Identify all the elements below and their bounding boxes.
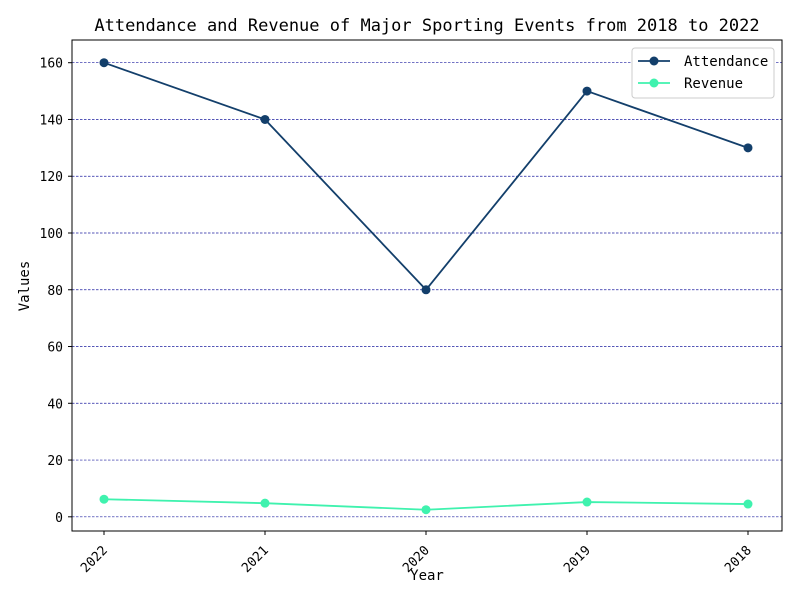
y-tick-label: 120	[40, 170, 63, 185]
legend-label: Revenue	[684, 76, 743, 92]
legend-marker	[650, 57, 659, 66]
data-point-attendance	[583, 87, 592, 96]
x-axis-label: Year	[410, 568, 444, 584]
data-point-revenue	[744, 500, 753, 509]
y-tick-label: 160	[40, 57, 63, 72]
x-tick-label: 2018	[722, 543, 755, 576]
data-point-attendance	[261, 115, 270, 124]
y-axis-label: Values	[17, 261, 33, 312]
y-tick-label: 100	[40, 227, 63, 242]
y-tick-label: 60	[47, 341, 63, 356]
data-point-attendance	[422, 285, 431, 294]
legend-label: Attendance	[684, 54, 768, 70]
data-point-attendance	[100, 58, 109, 67]
data-point-revenue	[261, 499, 270, 508]
y-tick-label: 80	[47, 284, 63, 299]
legend-marker	[650, 79, 659, 88]
x-tick-label: 2019	[561, 543, 594, 576]
series-revenue	[100, 495, 753, 515]
y-tick-label: 140	[40, 113, 63, 128]
series-layer	[100, 58, 753, 514]
data-point-revenue	[100, 495, 109, 504]
data-point-attendance	[744, 143, 753, 152]
data-point-revenue	[422, 505, 431, 514]
y-tick-label: 20	[47, 454, 63, 469]
data-point-revenue	[583, 498, 592, 507]
x-tick-label: 2022	[78, 543, 111, 576]
x-tick-label: 2021	[239, 543, 272, 576]
y-tick-label: 40	[47, 397, 63, 412]
y-tick-label: 0	[55, 511, 63, 526]
chart-title: Attendance and Revenue of Major Sporting…	[94, 16, 759, 36]
legend: Attendance Revenue	[632, 48, 774, 98]
